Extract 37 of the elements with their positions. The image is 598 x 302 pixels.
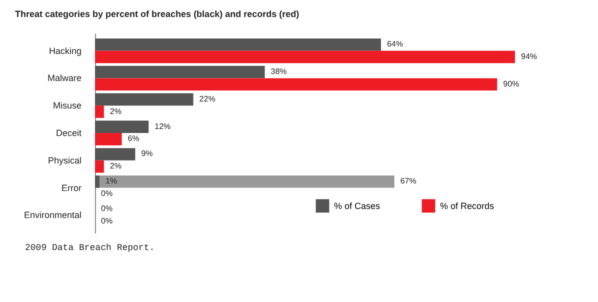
y-tick-label: Error	[62, 182, 82, 193]
bar	[95, 175, 100, 188]
data-label: 94%	[521, 52, 538, 61]
bar	[95, 93, 194, 106]
data-label: 90%	[503, 79, 520, 88]
data-label: 6%	[128, 134, 140, 144]
bar	[95, 106, 104, 118]
data-label: 2%	[110, 162, 122, 171]
legend-label: % of Cases	[334, 200, 381, 211]
text: 2009 Data Breach Report.	[25, 243, 155, 253]
bar	[95, 133, 122, 146]
y-tick-label: Environmental	[24, 210, 82, 220]
data-label: 0%	[101, 188, 113, 198]
data-label: 22%	[199, 94, 216, 104]
data-label: 64%	[386, 40, 403, 49]
chart-title: Threat categories by percent of breaches (black) and records (red)	[15, 9, 300, 19]
data-label: 38%	[270, 67, 287, 76]
data-label: 2%	[110, 106, 122, 116]
y-tick-label: Physical	[48, 155, 82, 166]
y-tick-label: Hacking	[48, 46, 82, 56]
y-tick-label: Misuse	[52, 100, 82, 111]
data-label: 0%	[101, 204, 113, 214]
data-label: 0%	[101, 216, 113, 226]
data-label: 67%	[400, 176, 416, 186]
legend-label: % of Records	[440, 200, 495, 211]
bar	[95, 78, 498, 91]
data-label: 12%	[154, 122, 171, 131]
bar	[95, 160, 104, 173]
data-label: 1%	[105, 176, 118, 186]
bar	[95, 120, 149, 133]
bar	[95, 50, 515, 64]
data-label: 9%	[141, 149, 153, 158]
bar	[95, 38, 381, 51]
bar	[95, 148, 136, 160]
y-tick-label: Deceit	[56, 128, 82, 138]
bar	[95, 66, 265, 78]
y-tick-label: Malware	[47, 73, 82, 84]
